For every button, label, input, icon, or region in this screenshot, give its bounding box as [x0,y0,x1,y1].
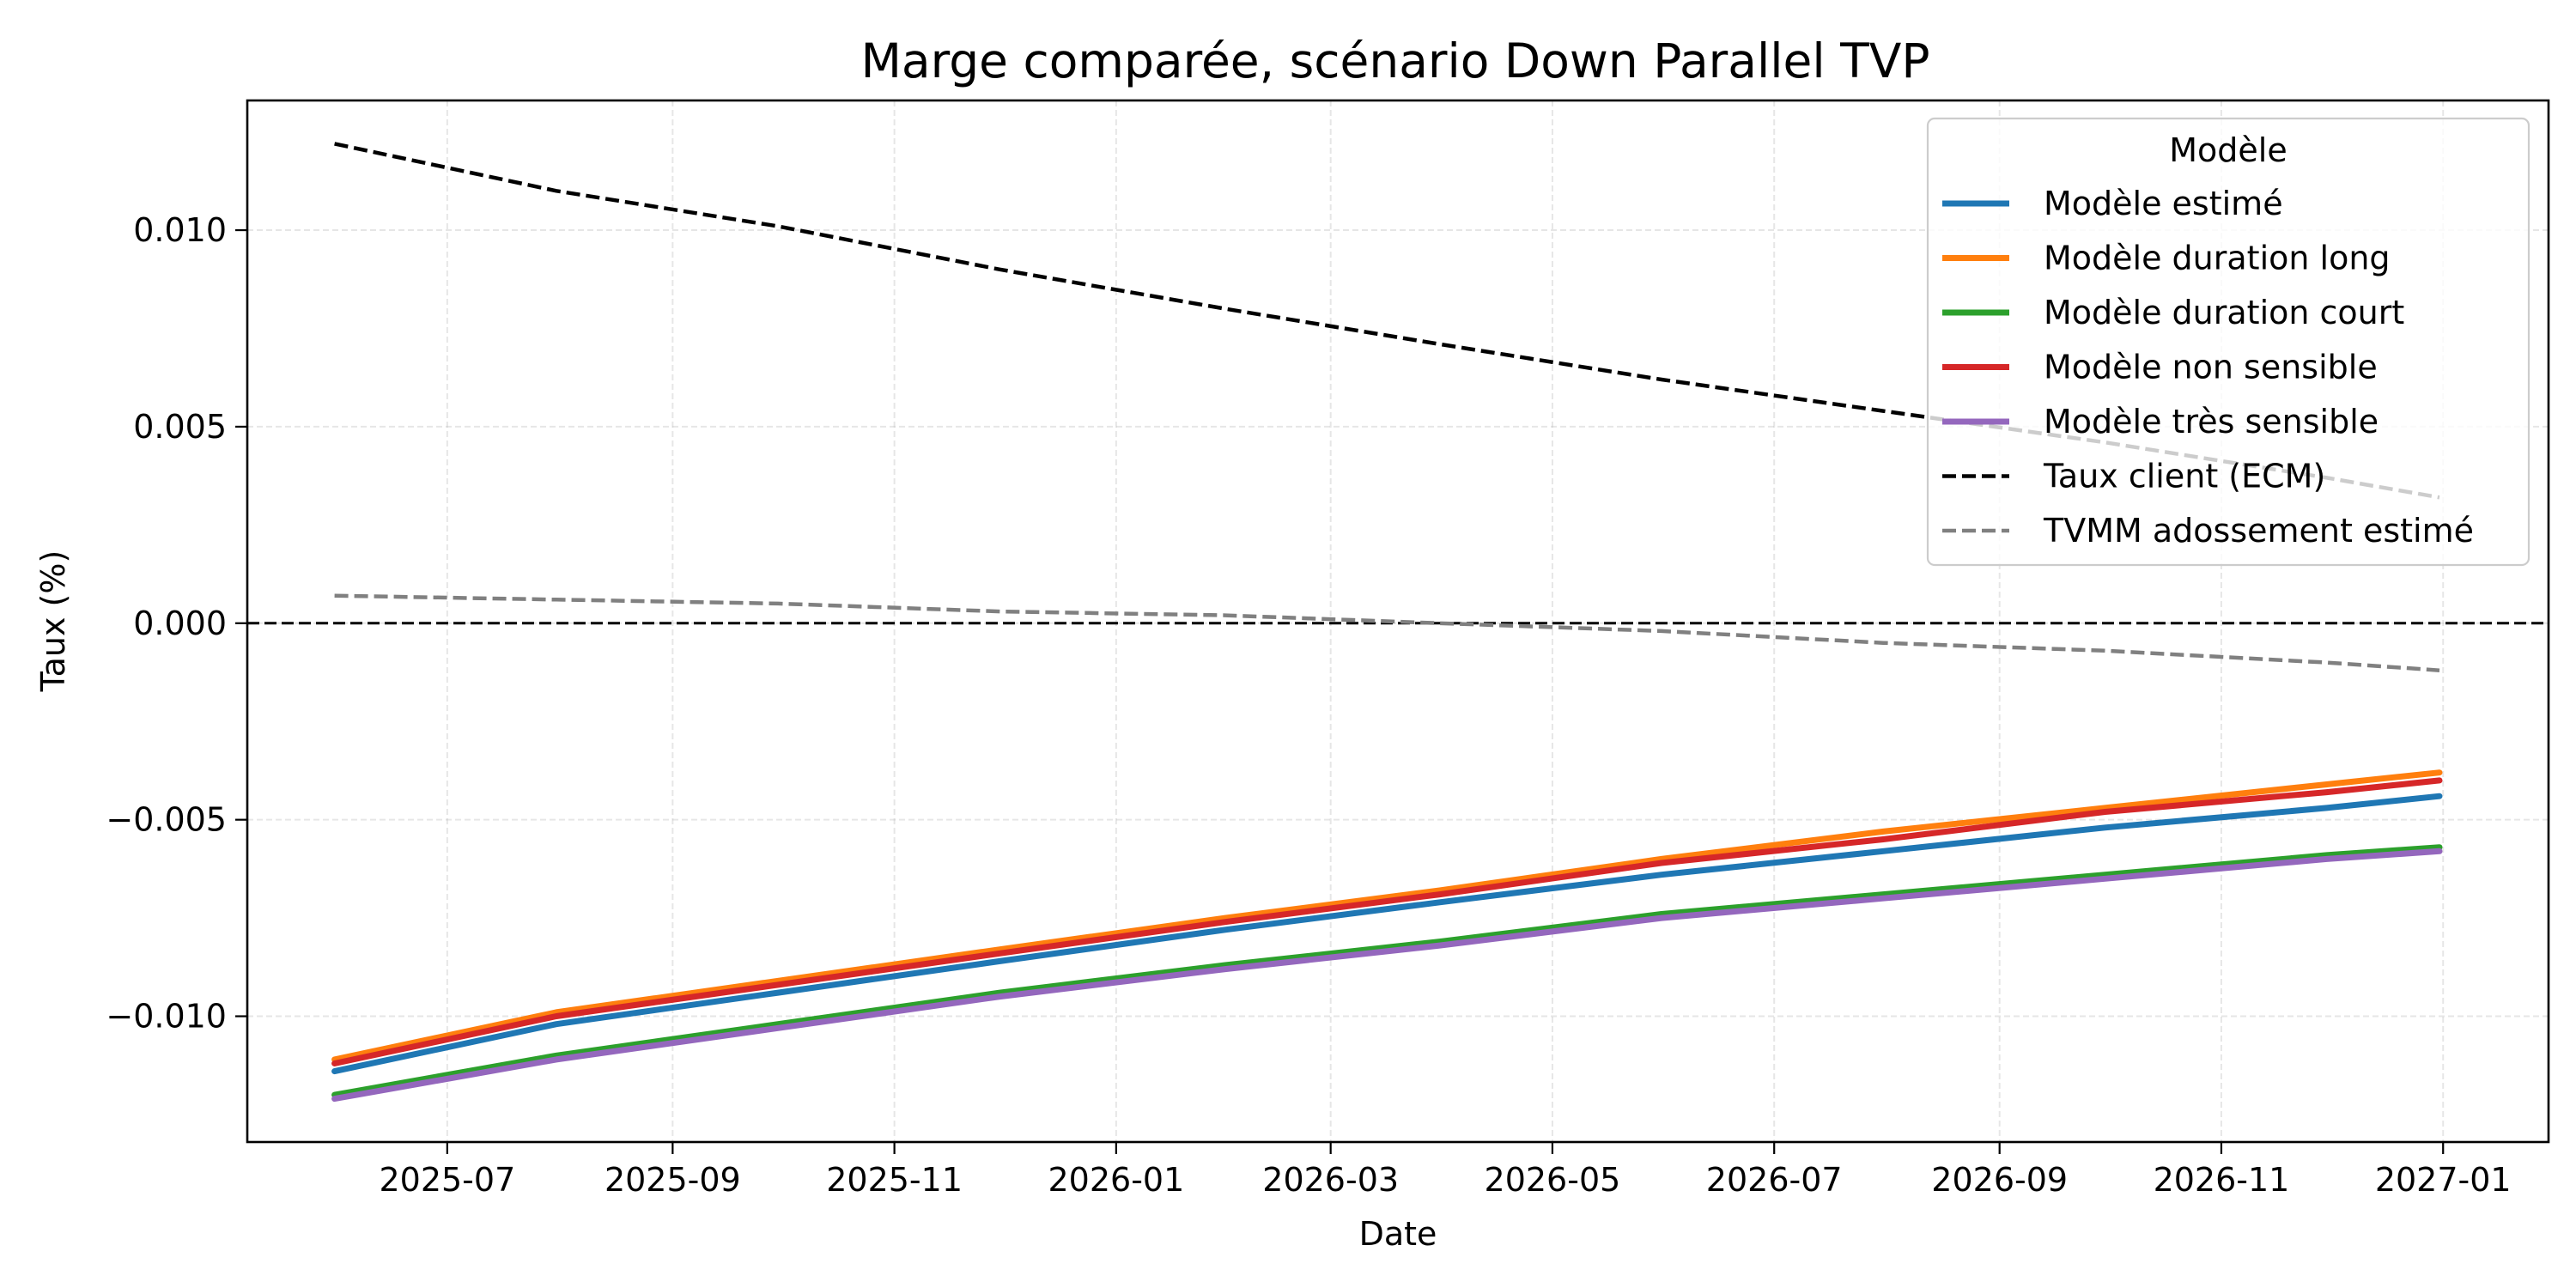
y-axis-label: Taux (%) [34,550,72,693]
y-tick-label: −0.010 [106,998,227,1036]
legend-label: Modèle non sensible [2044,349,2378,386]
y-tick-label: 0.010 [133,211,227,249]
series-line-0 [331,793,2443,1075]
x-tick-label: 2026-03 [1262,1161,1399,1199]
legend-items: Modèle estimé Modèle duration long Modèle … [1942,185,2474,550]
series-line-4 [331,848,2443,1103]
legend-label: Modèle duration long [2044,240,2391,277]
series-line-3 [331,777,2443,1066]
legend: Modèle Modèle estimé Modèle duration long… [1926,117,2530,567]
legend-label: Taux client (ECM) [2043,458,2325,495]
y-axis: 0.010 0.005 0.000 −0.005 −0.010 [106,211,247,1036]
x-tick-label: 2026-09 [1931,1161,2068,1199]
x-tick-label: 2025-07 [379,1161,515,1199]
x-tick-label: 2026-01 [1048,1161,1184,1199]
legend-label: Modèle très sensible [2044,403,2379,440]
legend-label: TVMM adossement estimé [2043,512,2474,550]
y-tick-label: 0.000 [133,605,227,642]
axes-frame [246,99,2550,1144]
series-line-6 [334,593,2440,672]
x-tick-label: 2026-11 [2154,1161,2290,1199]
legend-label: Modèle duration court [2044,294,2404,331]
y-tick-label: 0.005 [133,408,227,446]
y-tick-label: −0.005 [106,801,227,839]
x-tick-label: 2026-07 [1706,1161,1843,1199]
legend-title: Modèle [2169,131,2287,169]
x-axis: 2025-07 2025-09 2025-11 2026-01 2026-03 2026-… [379,1142,2512,1199]
series-line-2 [331,844,2443,1098]
x-tick-label: 2026-05 [1485,1161,1621,1199]
series-line-1 [331,769,2443,1063]
x-axis-label: Date [1359,1215,1437,1253]
x-tick-label: 2027-01 [2375,1161,2512,1199]
legend-label: Modèle estimé [2044,185,2283,222]
x-tick-label: 2025-09 [605,1161,741,1199]
chart-title: Marge comparée, scénario Down Parallel T… [860,33,1929,88]
legend-box [1926,117,2530,567]
series-line-5 [334,142,2440,500]
x-tick-label: 2025-11 [826,1161,963,1199]
plot-area [331,142,2443,1103]
